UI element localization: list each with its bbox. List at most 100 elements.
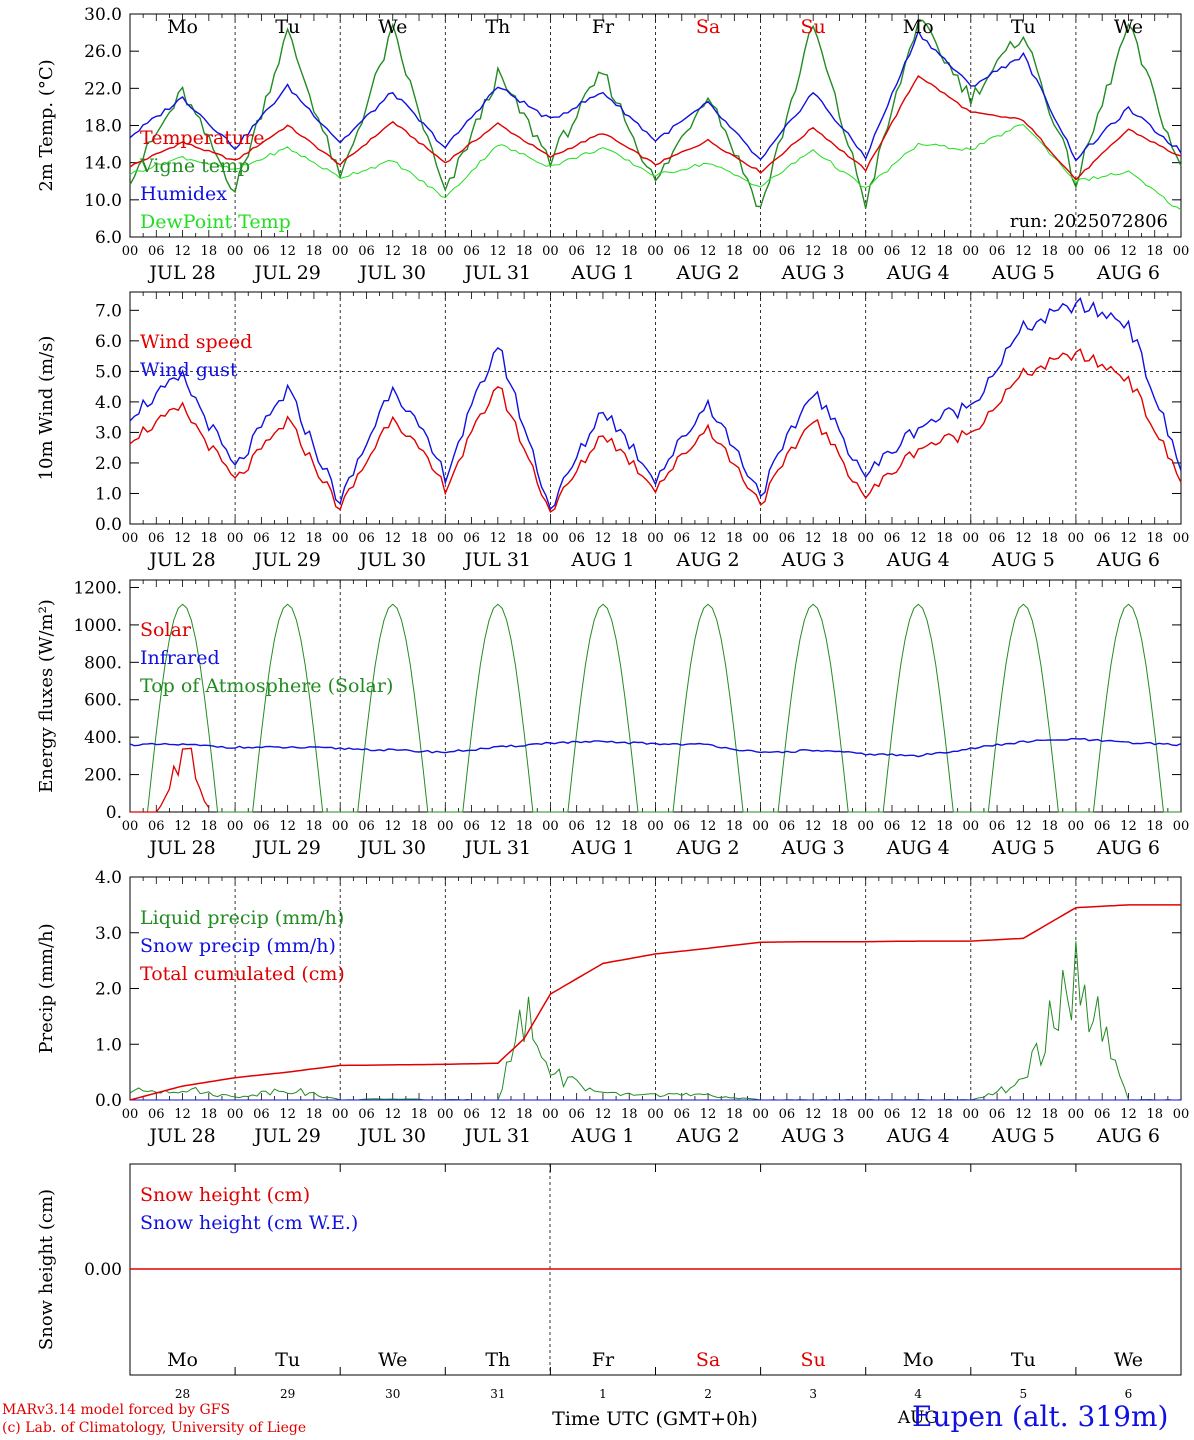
day-label-top: Fr <box>592 16 615 38</box>
panel-2-y-tick-label: 0.0 <box>95 515 122 535</box>
panel-1-hour-label: 12 <box>595 244 612 259</box>
panel-3-series-red <box>130 747 210 813</box>
panel-2-hour-label: 18 <box>726 531 743 546</box>
panel-1-hour-label: 06 <box>674 244 691 259</box>
panel-4-hour-label: 18 <box>621 1107 638 1122</box>
panel-5-legend-blue: Snow height (cm W.E.) <box>140 1212 358 1234</box>
panel-2-hour-label: 06 <box>148 531 165 546</box>
panel-3-hour-label: 12 <box>910 819 927 834</box>
panel-2-hour-label: 18 <box>516 531 533 546</box>
panel-1-date-label: JUL 30 <box>358 262 426 284</box>
panel-3-hour-label: 12 <box>174 819 191 834</box>
panel-1-date-label: AUG 4 <box>886 262 950 284</box>
panel-2-legend-blue: Wind gust <box>140 359 238 381</box>
panel-3-date-label: AUG 1 <box>570 837 634 859</box>
panel-3-legend-blue: Infrared <box>140 647 220 669</box>
panel-4-hour-label: 00 <box>963 1107 980 1122</box>
day-label-bottom: We <box>1114 1349 1143 1371</box>
panel-2-hour-label: 06 <box>1094 531 1111 546</box>
panel-1-hour-label: 12 <box>1120 244 1137 259</box>
panel-2-hour-label: 06 <box>358 531 375 546</box>
panel-2-hour-label: 06 <box>884 531 901 546</box>
panel-1-date-label: JUL 29 <box>252 262 320 284</box>
day-number-label: 1 <box>599 1387 607 1401</box>
panel-3-date-label: AUG 5 <box>991 837 1055 859</box>
panel-2-hour-label: 18 <box>621 531 638 546</box>
panel-2-y-tick-label: 3.0 <box>95 423 122 443</box>
panel-1-hour-label: 12 <box>1015 244 1032 259</box>
panel-1-hour-label: 18 <box>621 244 638 259</box>
panel-3-hour-label: 00 <box>542 819 559 834</box>
panel-2-hour-label: 00 <box>647 531 664 546</box>
day-label-top: We <box>1114 16 1143 38</box>
panel-2-y-tick-label: 2.0 <box>95 454 122 474</box>
panel-4-hour-label: 00 <box>542 1107 559 1122</box>
panel-4-date-label: AUG 5 <box>991 1125 1055 1147</box>
panel-1-y-axis-label: 2m Temp. (°C) <box>36 59 57 191</box>
panel-4-hour-label: 06 <box>463 1107 480 1122</box>
panel-4-date-label: JUL 31 <box>463 1125 531 1147</box>
panel-2-hour-label: 00 <box>857 531 874 546</box>
panel-4-y-tick-label: 2.0 <box>95 980 122 1000</box>
panel-3-hour-label: 18 <box>201 819 218 834</box>
panel-2-date-label: JUL 29 <box>252 549 320 571</box>
panel-2-hour-label: 06 <box>463 531 480 546</box>
panel-4-hour-label: 00 <box>1068 1107 1085 1122</box>
panel-3-hour-label: 12 <box>384 819 401 834</box>
panel-4-date-label: AUG 6 <box>1096 1125 1160 1147</box>
panel-4-hour-label: 06 <box>884 1107 901 1122</box>
panel-1-hour-label: 12 <box>279 244 296 259</box>
day-label-top: Mo <box>903 16 934 38</box>
panel-1-series-lime <box>129 124 1182 211</box>
panel-1-hour-label: 00 <box>647 244 664 259</box>
panel-4-y-tick-label: 3.0 <box>95 924 122 944</box>
panel-4-hour-label: 12 <box>1015 1107 1032 1122</box>
panel-3-hour-label: 12 <box>700 819 717 834</box>
panel-4-series-green <box>129 941 1182 1101</box>
panel-2-y-tick-label: 7.0 <box>95 301 122 321</box>
day-label-bottom: Mo <box>903 1349 934 1371</box>
panel-4-date-label: AUG 4 <box>886 1125 950 1147</box>
panel-1-hour-label: 00 <box>437 244 454 259</box>
panel-1-y-tick-label: 6.0 <box>95 228 122 248</box>
panel-3-hour-label: 18 <box>411 819 428 834</box>
panel-4-date-label: AUG 2 <box>676 1125 740 1147</box>
panel-2-date-label: AUG 2 <box>676 549 740 571</box>
panel-4-hour-label: 06 <box>779 1107 796 1122</box>
panel-3-hour-label: 18 <box>1146 819 1163 834</box>
panel-3-hour-label: 00 <box>437 819 454 834</box>
panel-2-y-axis-label: 10m Wind (m/s) <box>36 336 57 481</box>
panel-1-date-label: JUL 28 <box>147 262 215 284</box>
panel-3-hour-label: 06 <box>1094 819 1111 834</box>
panel-4-date-label: JUL 28 <box>147 1125 215 1147</box>
panel-1-hour-label: 12 <box>805 244 822 259</box>
day-number-label: 4 <box>914 1387 922 1401</box>
panel-3-y-tick-label: 0. <box>106 803 122 823</box>
panel-1-hour-label: 00 <box>857 244 874 259</box>
panel-2-hour-label: 18 <box>306 531 323 546</box>
panel-1-hour-label: 12 <box>490 244 507 259</box>
panel-4-hour-label: 06 <box>253 1107 270 1122</box>
panel-1-hour-label: 06 <box>989 244 1006 259</box>
panel-2-hour-label: 06 <box>568 531 585 546</box>
panel-4-hour-label: 18 <box>831 1107 848 1122</box>
panel-1-hour-label: 00 <box>963 244 980 259</box>
panel-1-series-green <box>129 19 1182 209</box>
panel-4-hour-label: 12 <box>700 1107 717 1122</box>
panel-3-hour-label: 18 <box>726 819 743 834</box>
panel-2-hour-label: 12 <box>910 531 927 546</box>
panel-2-hour-label: 12 <box>595 531 612 546</box>
panel-2-hour-label: 06 <box>253 531 270 546</box>
panel-2-hour-label: 00 <box>1173 531 1190 546</box>
panel-2-hour-label: 00 <box>1068 531 1085 546</box>
panel-3-hour-label: 00 <box>1068 819 1085 834</box>
panel-3-series-green <box>130 603 1181 813</box>
panel-4-hour-label: 00 <box>647 1107 664 1122</box>
day-number-label: 3 <box>809 1387 817 1401</box>
panel-3-y-tick-label: 800. <box>84 653 122 673</box>
panel-2-hour-label: 12 <box>1120 531 1137 546</box>
panel-2-hour-label: 00 <box>963 531 980 546</box>
panel-2-date-label: AUG 1 <box>570 549 634 571</box>
panel-1-y-tick-label: 22.0 <box>84 79 122 99</box>
